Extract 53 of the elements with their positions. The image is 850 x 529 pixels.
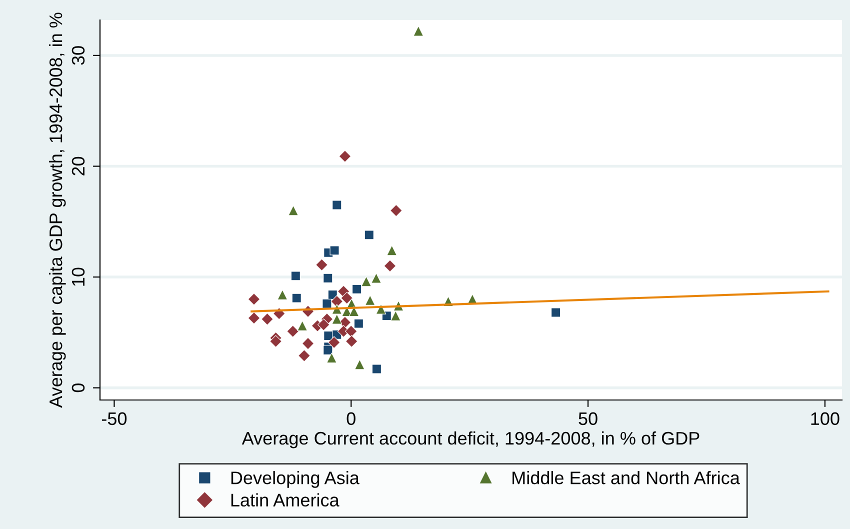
- point: [298, 350, 310, 362]
- point: [390, 204, 402, 217]
- x-axis-title: Average Current account deficit, 1994-2008, in % of GDP: [242, 431, 700, 448]
- point: [302, 337, 314, 350]
- point: [361, 276, 372, 287]
- point: [292, 293, 302, 303]
- y-tick-label: 20: [72, 156, 85, 176]
- point: [288, 205, 299, 216]
- point: [316, 258, 328, 272]
- point: [323, 273, 333, 283]
- point: [277, 290, 288, 300]
- point: [551, 308, 561, 318]
- point: [340, 292, 354, 304]
- point: [317, 318, 330, 331]
- point: [413, 26, 424, 36]
- point: [270, 335, 282, 348]
- point: [248, 312, 260, 324]
- x-tick-label: -50: [102, 412, 127, 426]
- y-tick-label: 10: [72, 268, 85, 286]
- point: [248, 293, 260, 306]
- legend-label: Developing Asia: [231, 471, 360, 488]
- point: [345, 335, 358, 348]
- point: [326, 352, 337, 364]
- point: [352, 284, 362, 294]
- point: [354, 359, 365, 370]
- y-tick-label: 0: [72, 384, 85, 392]
- x-tick-label: 0: [346, 412, 356, 426]
- point: [330, 246, 340, 256]
- point: [332, 200, 342, 210]
- point: [261, 312, 274, 326]
- point: [344, 325, 358, 338]
- point: [290, 271, 300, 281]
- point: [364, 295, 376, 306]
- point: [332, 314, 342, 324]
- y-tick-label: 30: [72, 46, 85, 65]
- point: [354, 318, 364, 328]
- point: [322, 298, 332, 308]
- point: [286, 325, 300, 338]
- legend-label: Latin America: [231, 493, 340, 507]
- point: [390, 310, 401, 321]
- point: [372, 364, 382, 374]
- point: [364, 230, 374, 240]
- y-axis-title: Average per capita GDP growth, 1994-2008, in %: [48, 12, 66, 408]
- point: [384, 260, 396, 272]
- x-tick-label: 50: [578, 412, 598, 426]
- point: [328, 336, 340, 349]
- point: [323, 345, 333, 355]
- x-tick-label: 100: [811, 412, 840, 426]
- legend-label: Middle East and North Africa: [512, 471, 740, 484]
- point: [338, 150, 352, 162]
- point: [297, 320, 308, 331]
- point: [386, 245, 398, 256]
- point: [371, 272, 382, 284]
